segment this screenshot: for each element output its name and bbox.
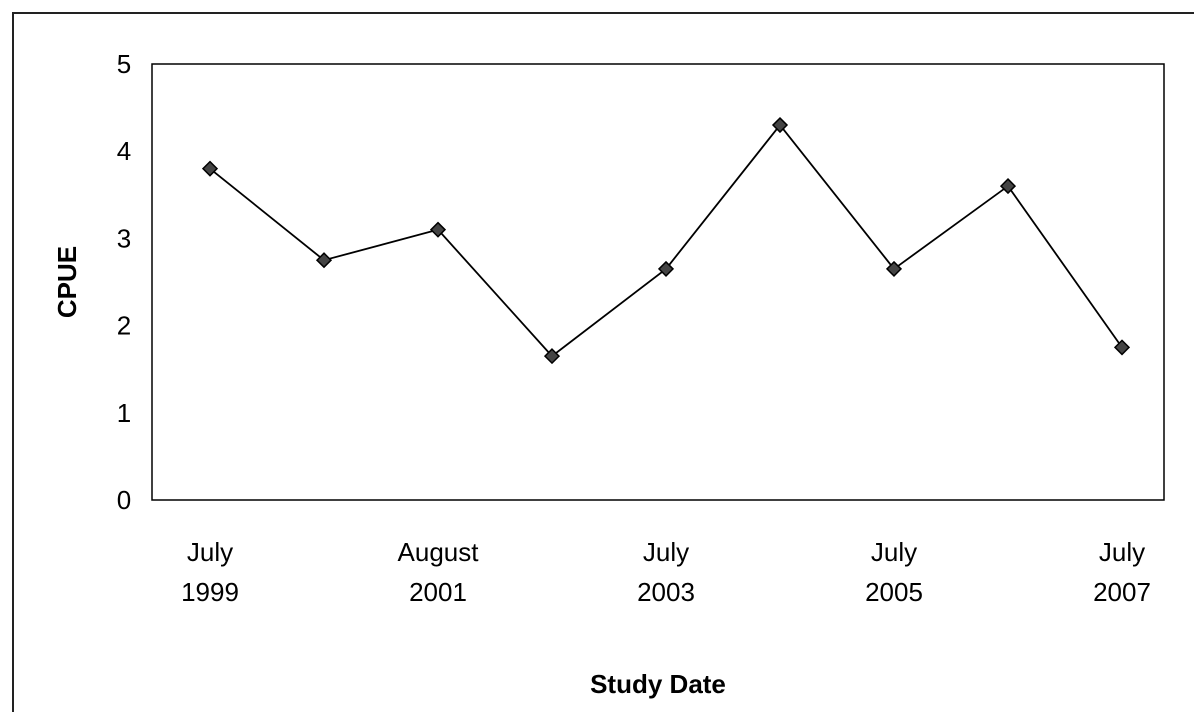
data-point-marker (771, 116, 789, 134)
y-axis-ticks: 0 1 2 3 4 5 (117, 49, 131, 515)
data-point-marker (657, 260, 675, 277)
x-axis-ticks: July 1999 August 2001 July 2003 July 2005 July 20… (181, 537, 1151, 607)
plot-area (151, 63, 1165, 501)
y-tick-label: 4 (117, 136, 131, 166)
data-point-marker (999, 178, 1017, 195)
x-tick-label: 2005 (865, 577, 923, 607)
chart-frame (12, 12, 1194, 712)
x-axis-title: Study Date (590, 669, 726, 699)
data-point-marker (315, 252, 333, 269)
data-point-marker (885, 260, 903, 277)
x-tick-label: 2003 (637, 577, 695, 607)
x-tick-label: 2001 (409, 577, 467, 607)
y-tick-label: 0 (117, 485, 131, 515)
data-point-marker (1113, 339, 1131, 356)
y-tick-label: 2 (117, 311, 131, 341)
x-tick-label: 2007 (1093, 577, 1151, 607)
data-point-marker (543, 348, 561, 365)
x-tick-label: July (871, 537, 917, 567)
series-line (209, 123, 1123, 358)
y-tick-label: 1 (117, 398, 131, 428)
series-markers (201, 116, 1131, 365)
x-tick-label: 1999 (181, 577, 239, 607)
x-tick-label: July (1099, 537, 1145, 567)
data-point-marker (201, 160, 219, 177)
y-axis-title: CPUE (52, 246, 82, 318)
data-point-marker (429, 221, 447, 238)
x-tick-label: August (398, 537, 480, 567)
y-tick-label: 3 (117, 223, 131, 253)
x-tick-label: July (187, 537, 233, 567)
y-tick-label: 5 (117, 49, 131, 79)
x-tick-label: July (643, 537, 689, 567)
